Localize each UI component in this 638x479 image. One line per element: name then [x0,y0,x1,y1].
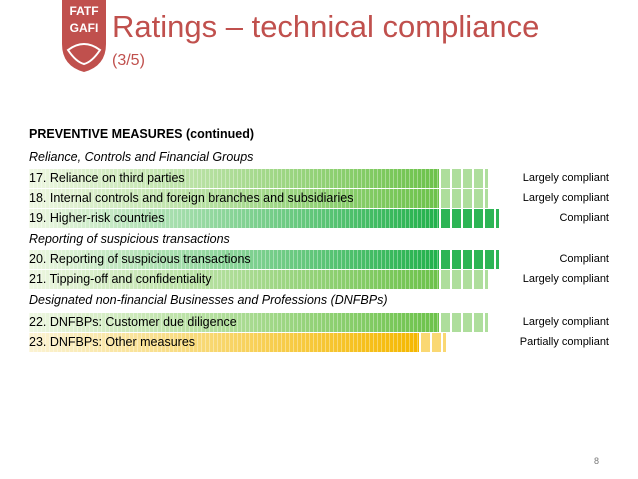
rating-bar-segment [474,169,483,188]
rating-bar-segment [452,250,461,269]
logo-text-bottom: GAFI [70,21,99,35]
rating-bar-segment [474,250,483,269]
rating-bar-segment [441,169,450,188]
rating-bar [29,250,499,269]
rating-bar [29,333,446,352]
row-rating: Compliant [559,253,609,265]
rating-row: 23. DNFBPs: Other measures Partially com… [29,333,609,353]
rating-bar-segment [474,209,483,228]
rating-bar-fill [29,189,439,208]
row-label: 22. DNFBPs: Customer due diligence [29,315,237,329]
rating-row: 19. Higher-risk countries Compliant [29,209,609,229]
rating-bar-segment [452,169,461,188]
rating-bar-segment [452,270,461,289]
rating-bar-segment [496,209,499,228]
rating-bar-fill [29,333,419,352]
rating-row: 17. Reliance on third parties Largely co… [29,169,609,189]
rating-bar-segment [463,270,472,289]
rating-bar-segment [474,313,483,332]
rating-bar [29,313,488,332]
rating-bar-segment [443,333,446,352]
slide-subtitle: (3/5) [112,52,145,69]
rating-bar-segment [441,270,450,289]
rating-bar-fill [29,169,439,188]
row-rating: Largely compliant [522,172,609,184]
row-label: 20. Reporting of suspicious transactions [29,252,251,266]
row-rating: Largely compliant [522,192,609,204]
row-label: 23. DNFBPs: Other measures [29,335,196,349]
row-label: 18. Internal controls and foreign branch… [29,191,354,205]
rating-bar-segment [441,313,450,332]
page-number: 8 [594,456,600,466]
rating-bar-segment [463,189,472,208]
rating-bar [29,270,488,289]
group-heading-dnfbps: Designated non-financial Businesses and … [29,293,388,307]
row-label: 21. Tipping-off and confidentiality [29,272,212,286]
rating-bar-segment [441,250,450,269]
rating-bar-fill [29,209,439,228]
row-rating: Compliant [559,212,609,224]
row-rating: Partially compliant [519,336,609,348]
rating-row: 22. DNFBPs: Customer due diligence Large… [29,313,609,333]
rating-bar [29,169,488,188]
rating-bar-segment [485,209,494,228]
row-rating: Largely compliant [522,273,609,285]
rating-bar-segment [463,313,472,332]
rating-bar-segment [463,169,472,188]
rating-bar-segment [485,270,488,289]
rating-bar-fill [29,313,439,332]
group-heading-reporting: Reporting of suspicious transactions [29,232,230,246]
fatf-gafi-logo: FATF GAFI [62,0,106,72]
rating-bar-segment [496,250,499,269]
rating-bar-segment [421,333,430,352]
rating-bar-fill [29,270,439,289]
rating-bar-segment [485,250,494,269]
rating-row: 20. Reporting of suspicious transactions… [29,250,609,270]
rating-bar [29,189,488,208]
rating-bar-segment [441,189,450,208]
logo-text-top: FATF [69,4,98,18]
rating-bar-segment [463,209,472,228]
rating-row: 21. Tipping-off and confidentiality Larg… [29,270,609,290]
rating-bar-segment [485,189,488,208]
rating-bar-segment [474,189,483,208]
rating-bar-segment [452,313,461,332]
row-label: 17. Reliance on third parties [29,171,185,185]
rating-bar-segment [474,270,483,289]
rating-bar-segment [432,333,441,352]
section-heading: PREVENTIVE MEASURES (continued) [29,127,255,141]
rating-bar [29,209,499,228]
row-rating: Largely compliant [522,316,609,328]
group-heading-reliance: Reliance, Controls and Financial Groups [29,150,254,164]
rating-bar-segment [452,209,461,228]
rating-bar-segment [485,169,488,188]
rating-bar-segment [463,250,472,269]
rating-row: 18. Internal controls and foreign branch… [29,189,609,209]
slide-title: Ratings – technical compliance [112,9,540,44]
rating-bar-segment [485,313,488,332]
rating-bar-segment [441,209,450,228]
row-label: 19. Higher-risk countries [29,211,165,225]
rating-bar-segment [452,189,461,208]
rating-bar-fill [29,250,439,269]
